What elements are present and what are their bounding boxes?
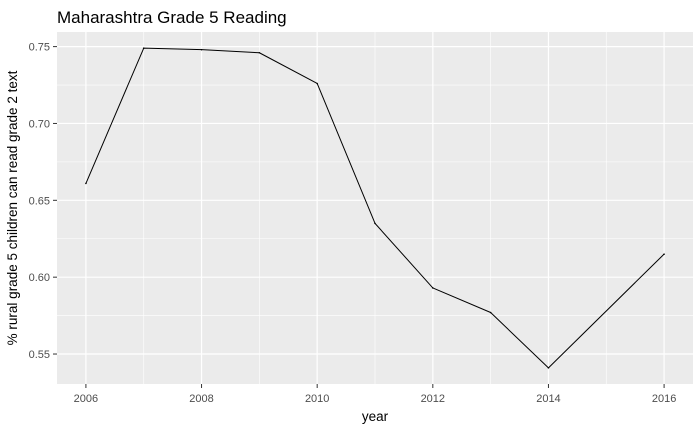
y-tick-label: 0.55: [29, 349, 50, 361]
major-gridlines: [57, 32, 693, 384]
chart-title: Maharashtra Grade 5 Reading: [57, 8, 287, 27]
data-point: [432, 287, 434, 289]
x-tick-label: 2006: [74, 393, 98, 405]
data-point: [374, 222, 376, 225]
minor-gridlines: [57, 32, 693, 384]
y-tick-label: 0.75: [29, 42, 50, 54]
data-point: [663, 253, 665, 255]
data-point: [316, 82, 318, 85]
x-tick-label: 2012: [421, 393, 445, 405]
y-tick-label: 0.65: [29, 195, 50, 207]
series-line: [85, 47, 665, 369]
y-axis-title: % rural grade 5 children can read grade …: [5, 70, 20, 345]
series-layer: [85, 47, 665, 369]
x-tick-label: 2016: [652, 393, 676, 405]
x-tick-label: 2008: [189, 393, 213, 405]
data-point: [142, 47, 145, 49]
data-point: [489, 311, 492, 314]
x-tick-label: 2014: [536, 393, 560, 405]
y-tick-label: 0.60: [29, 272, 50, 284]
data-point: [258, 51, 261, 54]
x-axis-ticks: 2006 2008 2010 2012 2014 2016: [74, 384, 676, 405]
x-tick-label: 2010: [305, 393, 329, 405]
data-point: [200, 48, 203, 51]
data-point: [547, 367, 550, 369]
x-axis-title: year: [362, 409, 389, 424]
y-tick-label: 0.70: [29, 118, 50, 130]
y-axis-ticks: 0.55 0.60 0.65 0.70 0.75: [29, 42, 57, 361]
data-point: [85, 182, 87, 185]
